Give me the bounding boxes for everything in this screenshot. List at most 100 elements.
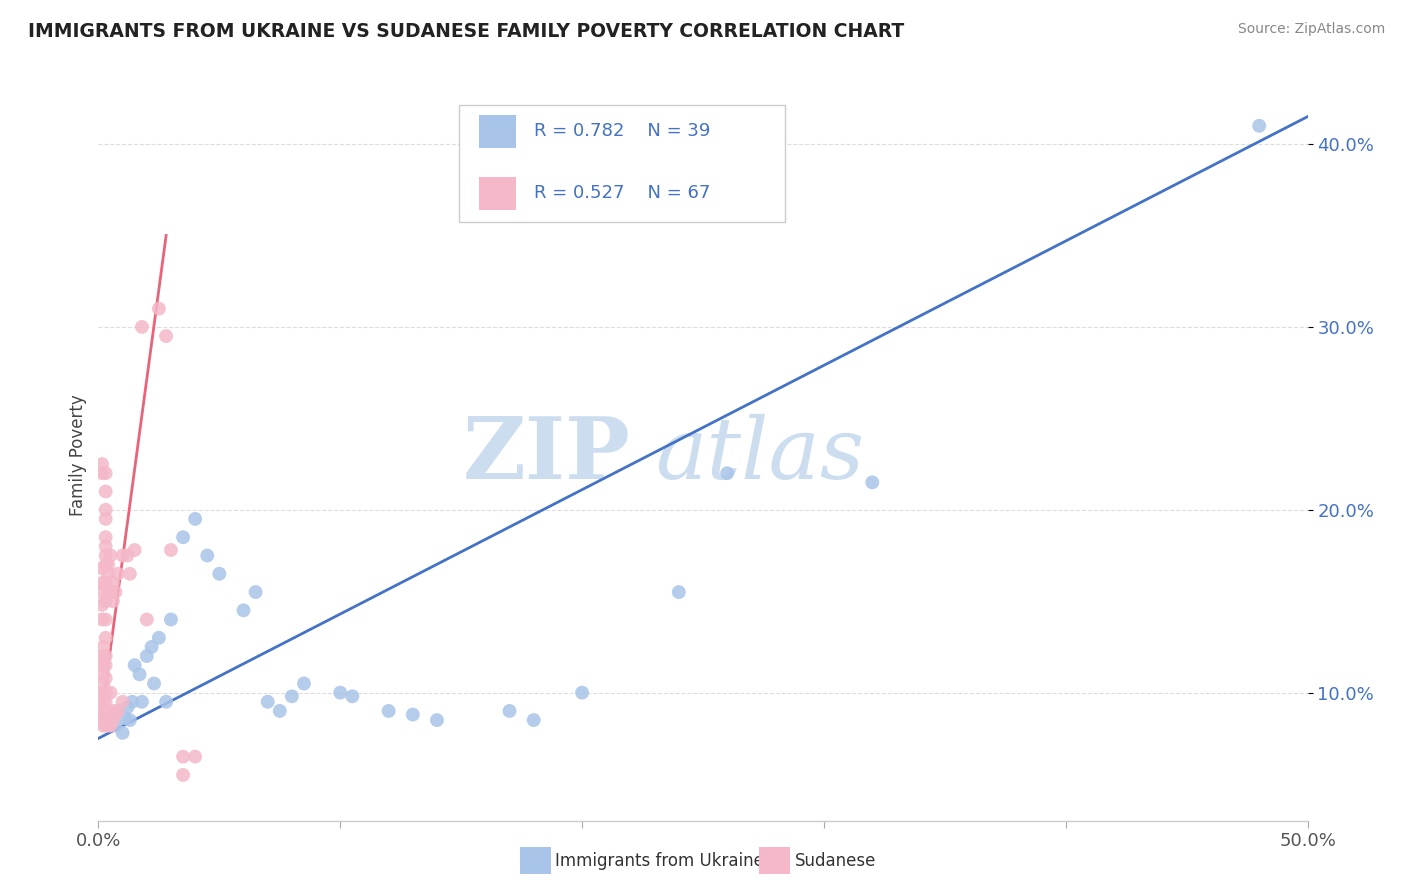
- Point: [101, 594, 124, 608]
- Point: [668, 585, 690, 599]
- Point: [135, 613, 157, 627]
- Point: [131, 695, 153, 709]
- Point: [184, 749, 207, 764]
- Point: [100, 686, 122, 700]
- Point: [101, 713, 124, 727]
- Text: Sudanese: Sudanese: [794, 852, 876, 870]
- Point: [124, 658, 146, 673]
- Point: [94, 484, 117, 499]
- Point: [329, 686, 352, 700]
- Text: R = 0.782    N = 39: R = 0.782 N = 39: [534, 122, 710, 140]
- Point: [91, 667, 114, 681]
- Point: [523, 713, 546, 727]
- Text: Immigrants from Ukraine: Immigrants from Ukraine: [555, 852, 765, 870]
- Point: [91, 649, 114, 664]
- Point: [143, 676, 166, 690]
- Point: [571, 686, 593, 700]
- Point: [118, 713, 141, 727]
- Point: [94, 549, 117, 563]
- Point: [94, 530, 117, 544]
- Point: [94, 558, 117, 572]
- Point: [131, 320, 153, 334]
- Point: [117, 549, 139, 563]
- Text: atlas: atlas: [655, 414, 863, 496]
- Point: [94, 718, 117, 732]
- Point: [91, 718, 114, 732]
- FancyBboxPatch shape: [458, 105, 785, 222]
- Point: [155, 695, 177, 709]
- Point: [716, 466, 738, 480]
- Point: [160, 543, 183, 558]
- Point: [184, 512, 207, 526]
- Point: [97, 558, 120, 572]
- Point: [269, 704, 291, 718]
- Point: [94, 503, 117, 517]
- Point: [94, 631, 117, 645]
- Point: [860, 475, 883, 490]
- Text: Source: ZipAtlas.com: Source: ZipAtlas.com: [1237, 22, 1385, 37]
- Point: [94, 695, 117, 709]
- Point: [107, 704, 129, 718]
- Point: [104, 718, 127, 732]
- Point: [148, 631, 170, 645]
- Point: [94, 539, 117, 553]
- Point: [91, 713, 114, 727]
- Point: [91, 704, 114, 718]
- Point: [426, 713, 449, 727]
- Point: [91, 576, 114, 591]
- Point: [114, 711, 136, 725]
- Point: [232, 603, 254, 617]
- Point: [91, 613, 114, 627]
- Point: [91, 466, 114, 480]
- Point: [195, 549, 218, 563]
- Point: [155, 329, 177, 343]
- Point: [97, 718, 120, 732]
- Point: [111, 695, 134, 709]
- Point: [172, 749, 194, 764]
- Point: [160, 613, 183, 627]
- Point: [91, 658, 114, 673]
- Point: [97, 566, 120, 581]
- Text: R = 0.527    N = 67: R = 0.527 N = 67: [534, 185, 710, 202]
- Point: [111, 726, 134, 740]
- Point: [172, 530, 194, 544]
- Text: IMMIGRANTS FROM UKRAINE VS SUDANESE FAMILY POVERTY CORRELATION CHART: IMMIGRANTS FROM UKRAINE VS SUDANESE FAMI…: [28, 22, 904, 41]
- Point: [94, 613, 117, 627]
- Point: [124, 543, 146, 558]
- Point: [101, 576, 124, 591]
- Point: [245, 585, 267, 599]
- Point: [94, 658, 117, 673]
- Point: [117, 700, 139, 714]
- Point: [141, 640, 163, 654]
- Point: [97, 707, 120, 722]
- Point: [94, 704, 117, 718]
- Point: [121, 695, 143, 709]
- Point: [498, 704, 520, 718]
- Point: [91, 695, 114, 709]
- Point: [135, 649, 157, 664]
- Point: [97, 585, 120, 599]
- Point: [91, 561, 114, 575]
- Point: [256, 695, 278, 709]
- Point: [292, 676, 315, 690]
- Point: [91, 640, 114, 654]
- Point: [100, 585, 122, 599]
- Point: [101, 704, 124, 718]
- Point: [281, 690, 304, 704]
- Point: [91, 457, 114, 471]
- Point: [94, 466, 117, 480]
- Point: [94, 671, 117, 685]
- Y-axis label: Family Poverty: Family Poverty: [69, 394, 87, 516]
- Point: [94, 686, 117, 700]
- Point: [94, 649, 117, 664]
- Point: [118, 566, 141, 581]
- Point: [377, 704, 399, 718]
- Point: [148, 301, 170, 316]
- FancyBboxPatch shape: [479, 177, 516, 210]
- Point: [91, 676, 114, 690]
- FancyBboxPatch shape: [479, 115, 516, 148]
- Point: [208, 566, 231, 581]
- Point: [91, 598, 114, 612]
- Point: [107, 566, 129, 581]
- Point: [100, 718, 122, 732]
